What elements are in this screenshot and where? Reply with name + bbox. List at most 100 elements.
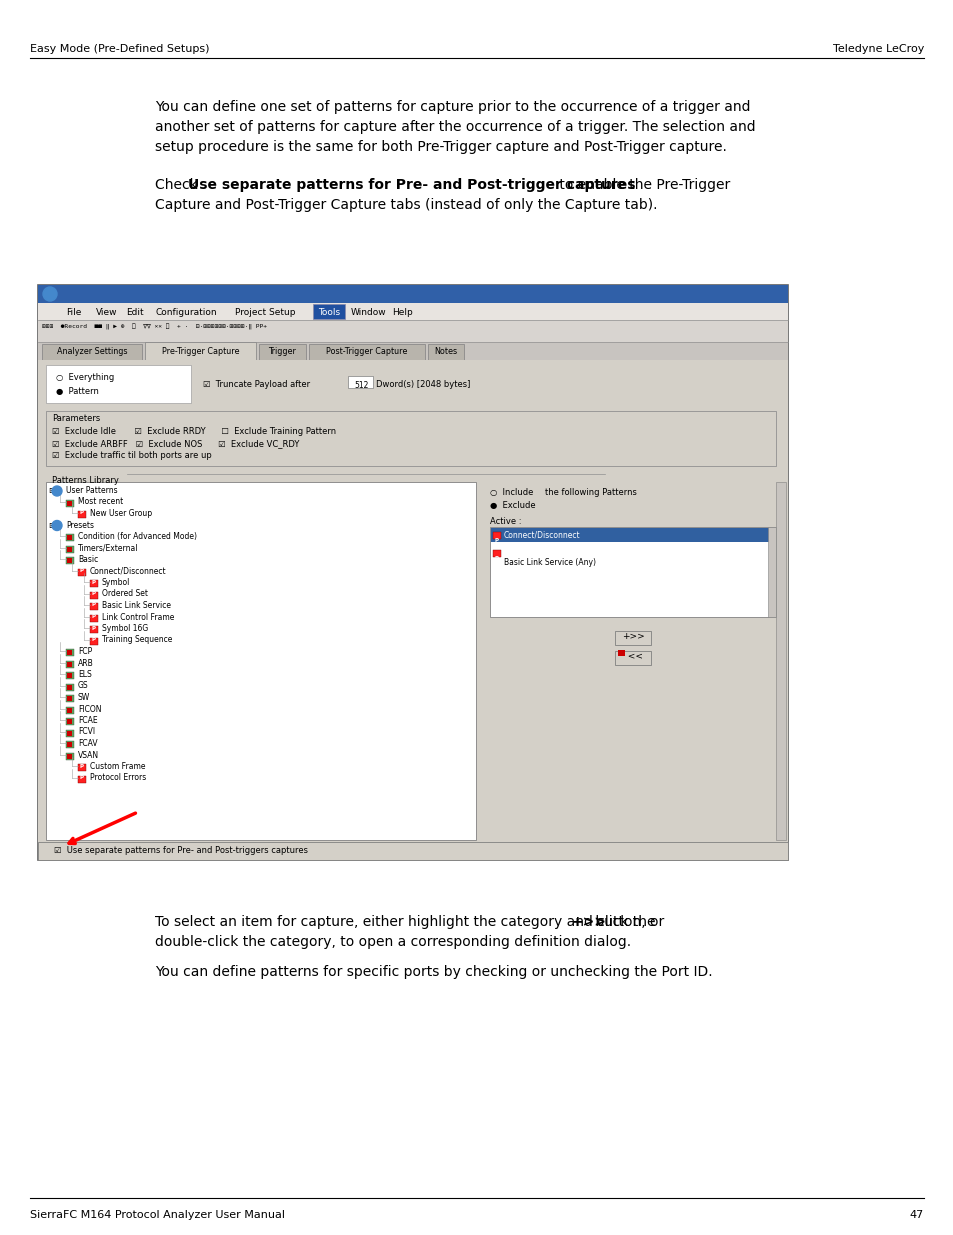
Text: Capture and Post-Trigger Capture tabs (instead of only the Capture tab).: Capture and Post-Trigger Capture tabs (i… — [154, 198, 657, 212]
Bar — [66, 706, 74, 714]
Text: FCP: FCP — [78, 647, 92, 656]
Text: Teledyne LeCroy: Teledyne LeCroy — [832, 44, 923, 54]
Bar — [490, 527, 775, 618]
Text: Symbol: Symbol — [102, 578, 131, 587]
Text: Help: Help — [392, 308, 413, 317]
Text: ☑  Use separate patterns for Pre- and Post-triggers captures: ☑ Use separate patterns for Pre- and Pos… — [54, 846, 308, 855]
Bar — [90, 637, 98, 645]
Text: P: P — [80, 763, 84, 768]
Text: Dword(s) [2048 bytes]: Dword(s) [2048 bytes] — [375, 380, 470, 389]
Bar — [66, 752, 74, 760]
Bar — [90, 580, 98, 587]
Circle shape — [52, 520, 62, 531]
Text: ○  Everything: ○ Everything — [56, 373, 114, 382]
Text: ELS: ELS — [78, 671, 91, 679]
Text: Protocol Errors: Protocol Errors — [90, 773, 146, 783]
Text: +>>: +>> — [621, 632, 643, 641]
Bar — [66, 672, 74, 679]
Bar — [90, 626, 98, 634]
Text: Tools: Tools — [317, 308, 339, 317]
Text: ☑  Exclude ARBFF   ☑  Exclude NOS      ☑  Exclude VC_RDY: ☑ Exclude ARBFF ☑ Exclude NOS ☑ Exclude … — [52, 438, 299, 448]
Text: Basic: Basic — [78, 555, 98, 564]
Bar — [38, 842, 787, 860]
Bar — [615, 631, 650, 645]
Text: Basic Link Service (Any): Basic Link Service (Any) — [503, 558, 596, 567]
Bar — [46, 366, 191, 403]
Bar — [67, 742, 71, 747]
Text: VSAN: VSAN — [78, 751, 99, 760]
Bar — [67, 662, 71, 667]
Text: Notes: Notes — [435, 347, 457, 356]
Text: P: P — [80, 510, 84, 515]
Bar — [66, 741, 74, 748]
Text: User Patterns: User Patterns — [66, 487, 117, 495]
Text: Check: Check — [154, 178, 202, 191]
Text: Configuration: Configuration — [156, 308, 217, 317]
Text: the following Patterns: the following Patterns — [544, 488, 637, 496]
Text: Active :: Active : — [490, 517, 521, 526]
Text: SierraFC M164 Protocol Analyzer User Manual: SierraFC M164 Protocol Analyzer User Man… — [30, 1210, 285, 1220]
Bar — [67, 650, 71, 655]
Text: FICON: FICON — [78, 704, 101, 714]
Text: Condition (for Advanced Mode): Condition (for Advanced Mode) — [78, 532, 196, 541]
Bar — [67, 558, 71, 563]
Text: ☑  Exclude Idle       ☑  Exclude RRDY      ☐  Exclude Training Pattern: ☑ Exclude Idle ☑ Exclude RRDY ☐ Exclude … — [52, 427, 335, 436]
Bar — [493, 532, 500, 538]
Text: Connect/Disconnect: Connect/Disconnect — [90, 567, 167, 576]
Text: Symbol 16G: Symbol 16G — [102, 624, 148, 634]
Text: P: P — [91, 579, 96, 584]
Bar — [78, 764, 86, 771]
Bar — [67, 684, 71, 689]
Bar — [67, 547, 71, 552]
Bar — [493, 550, 500, 557]
Text: Analyzer Settings: Analyzer Settings — [57, 347, 127, 356]
Bar — [66, 534, 74, 541]
Text: P: P — [91, 637, 96, 642]
Bar — [145, 342, 255, 359]
Text: ☑  Exclude traffic til both ports are up: ☑ Exclude traffic til both ports are up — [52, 451, 212, 459]
Text: Post-Trigger Capture: Post-Trigger Capture — [326, 347, 407, 356]
Text: Edit: Edit — [126, 308, 144, 317]
Text: Window: Window — [351, 308, 386, 317]
Text: P: P — [91, 625, 96, 631]
Bar — [775, 482, 785, 840]
Text: Timers/External: Timers/External — [78, 543, 138, 552]
Text: P: P — [91, 614, 96, 619]
Text: P: P — [495, 537, 498, 542]
Bar — [66, 695, 74, 701]
Text: to enable the Pre-Trigger: to enable the Pre-Trigger — [555, 178, 730, 191]
Bar — [428, 345, 464, 359]
Bar — [66, 683, 74, 690]
Text: ●  Exclude: ● Exclude — [490, 501, 535, 510]
Text: P: P — [80, 568, 84, 573]
Text: Training Sequence: Training Sequence — [102, 636, 172, 645]
Text: Pre-Trigger Capture: Pre-Trigger Capture — [161, 347, 239, 356]
Text: ARB: ARB — [78, 658, 93, 667]
Text: ⊞⊞⊞  ●Record  ■■ ‖ ▶ ⊕  ‥  ∇∇ ×× ⬛  + ·  ⊟·⊞⊞⊞⊞⊞⊞·⊞⊞⊞⊞·‖ PP+: ⊞⊞⊞ ●Record ■■ ‖ ▶ ⊕ ‥ ∇∇ ×× ⬛ + · ⊟·⊞⊞⊞… — [42, 324, 267, 330]
Text: P: P — [495, 556, 498, 561]
Bar — [618, 650, 624, 656]
Text: P: P — [80, 776, 84, 781]
Bar — [66, 730, 74, 736]
Text: double-click the category, to open a corresponding definition dialog.: double-click the category, to open a cor… — [154, 935, 631, 948]
Text: ⊟: ⊟ — [48, 520, 55, 530]
Text: another set of patterns for capture after the occurrence of a trigger. The selec: another set of patterns for capture afte… — [154, 120, 755, 135]
Text: ●  Pattern: ● Pattern — [56, 387, 99, 396]
Bar — [66, 650, 74, 656]
Text: Custom Frame: Custom Frame — [90, 762, 146, 771]
Bar — [67, 719, 71, 724]
Text: FCAE: FCAE — [78, 716, 97, 725]
Bar — [38, 285, 787, 860]
Text: File: File — [66, 308, 81, 317]
Bar — [313, 304, 345, 319]
Text: FCAV: FCAV — [78, 739, 97, 748]
Text: setup procedure is the same for both Pre-Trigger capture and Post-Trigger captur: setup procedure is the same for both Pre… — [154, 140, 726, 154]
Text: Link Control Frame: Link Control Frame — [102, 613, 174, 621]
Text: New User Group: New User Group — [90, 509, 152, 517]
Text: <<: << — [622, 652, 643, 661]
Bar — [38, 285, 787, 303]
Text: Ordered Set: Ordered Set — [102, 589, 148, 599]
Bar — [309, 345, 424, 359]
Bar — [78, 776, 86, 783]
Text: P: P — [91, 603, 96, 608]
